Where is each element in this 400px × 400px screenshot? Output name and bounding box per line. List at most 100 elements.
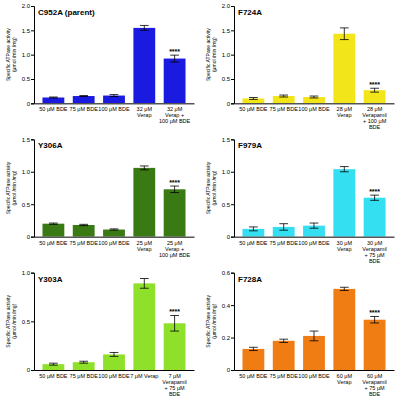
y-tick-mark [31,30,34,31]
x-tick-label-line: Verap [337,379,351,385]
x-tick: 25 μMVerap [137,237,153,252]
x-tick-label-line: BDE [369,258,381,264]
x-axis-line [35,103,195,104]
significance-label: **** [369,309,380,316]
error-bar [110,229,119,230]
x-axis: 50 μM BDE75 μM BDE100 μM BDE28 μMVerap28… [235,103,395,130]
x-tick-label: 50 μM BDE [239,106,268,112]
x-axis-line [235,237,395,238]
y-axis-title-line: (μmol /min /mg) [211,304,217,339]
x-tick: 100 μM BDE [98,370,130,379]
error-bar [140,279,149,289]
x-tick-label-line: 75 μM BDE [70,106,99,112]
error-bar [310,331,319,341]
x-tick: 75 μM BDE [70,103,99,112]
error-bar [249,347,258,350]
x-tick: 60 μMVerapamil+ 75 μMBDE [362,370,386,397]
y-tick-label: 1.0 [22,169,31,175]
y-axis-title: Specific ATPase activity(μmol /min /mg) [5,161,17,214]
x-tick: 75 μM BDE [270,370,299,379]
x-tick-label: 28 μMVerapamil+ 100 μMBDE [362,106,386,130]
x-tick: 50 μM BDE [39,103,68,112]
y-tick: 1.5 [222,137,234,143]
plot-area [242,167,385,237]
y-tick-label: 2.0 [222,3,231,9]
y-tick: 0.5 [222,76,234,82]
significance-label: **** [369,81,380,88]
y-tick-label: 1.5 [222,28,231,34]
y-tick: 1.0 [222,169,234,175]
x-tick-label: 25 μMVerap +100 μM BDE [159,240,191,258]
x-tick: 100 μM BDE [298,370,330,379]
x-tick-label-line: 100 μM BDE [98,106,130,112]
y-tick-mark [231,237,234,238]
error-bar [170,315,179,331]
error-bar [249,227,258,231]
y-tick-mark [231,204,234,205]
x-tick-label-line: Verap [337,112,351,118]
x-tick-label: 50 μM BDE [239,240,268,246]
bar [42,97,64,103]
y-tick-mark [31,55,34,56]
y-tick-mark [231,30,234,31]
y-axis: 00.51.01.5 [222,137,235,240]
y-tick-mark [231,79,234,80]
y-tick: 0.6 [222,270,234,276]
y-axis-title-line: (μmol /min /mg) [211,170,217,205]
x-tick-label-line: 100 μM BDE [298,373,330,379]
y-tick: 0 [227,101,234,107]
y-tick: 1.5 [22,137,34,143]
x-tick-label-line: 50 μM BDE [39,106,68,112]
y-axis: 00.20.40.6 [222,270,235,373]
x-axis-line [35,370,195,371]
y-tick-mark [231,305,234,306]
y-tick: 1.5 [22,28,34,34]
x-tick-label: 25 μMVerap [137,240,153,252]
x-tick-label: 50 μM BDE [39,373,68,379]
x-axis-line [35,237,195,238]
bar [103,230,125,237]
y-tick-label: 0 [27,101,31,107]
y-tick: 0.5 [222,202,234,208]
y-tick-mark [231,338,234,339]
x-tick: 7 μM Verap [130,370,158,379]
y-tick-mark [31,237,34,238]
bar [303,97,325,103]
y-tick-label: 2.0 [22,3,31,9]
x-tick: 100 μM BDE [298,103,330,112]
error-bar [370,316,379,322]
significance-label: **** [169,308,180,315]
x-tick: 32 μMVerap [137,103,153,118]
x-tick-label-line: 100 μM BDE [98,373,130,379]
y-tick-mark [231,103,234,104]
bar [73,362,95,370]
bar [42,364,64,370]
x-tick: 50 μM BDE [239,237,268,246]
error-bar [340,287,349,290]
error-bar [249,97,258,99]
x-tick-label-line: 7 μM Verap [130,373,158,379]
x-tick: 28 μMVerapamil+ 100 μMBDE [362,103,386,130]
x-tick-label: 32 μMVerap [137,106,153,118]
x-tick: 50 μM BDE [39,237,68,246]
x-tick-label: 32 μMVerap +100 μM BDE [159,106,191,124]
y-tick-mark [231,273,234,274]
y-tick: 0.4 [222,303,234,309]
error-bar [110,352,119,356]
y-tick-label: 0 [227,101,231,107]
x-tick-label: 100 μM BDE [298,373,330,379]
x-axis: 50 μM BDE75 μM BDE100 μM BDE25 μMVerap25… [35,237,195,258]
y-tick: 1.0 [22,169,34,175]
y-tick-label: 1.0 [22,52,31,58]
y-tick: 0.5 [22,202,34,208]
significance-label: **** [169,179,180,186]
panel: 00.20.40.650 μM BDE75 μM BDE100 μM BDE60… [205,270,395,397]
x-tick: 25 μMVerap +100 μM BDE [159,237,191,258]
y-tick-mark [31,79,34,80]
y-tick-label: 0.5 [222,202,231,208]
y-axis-line [231,7,235,104]
x-tick-label-line: 50 μM BDE [239,106,268,112]
panel: 00.51.050 μM BDE75 μM BDE100 μM BDE7 μM … [5,270,195,397]
x-tick-label-line: 75 μM BDE [270,373,299,379]
x-tick-label-line: 100 μM BDE [159,118,191,124]
